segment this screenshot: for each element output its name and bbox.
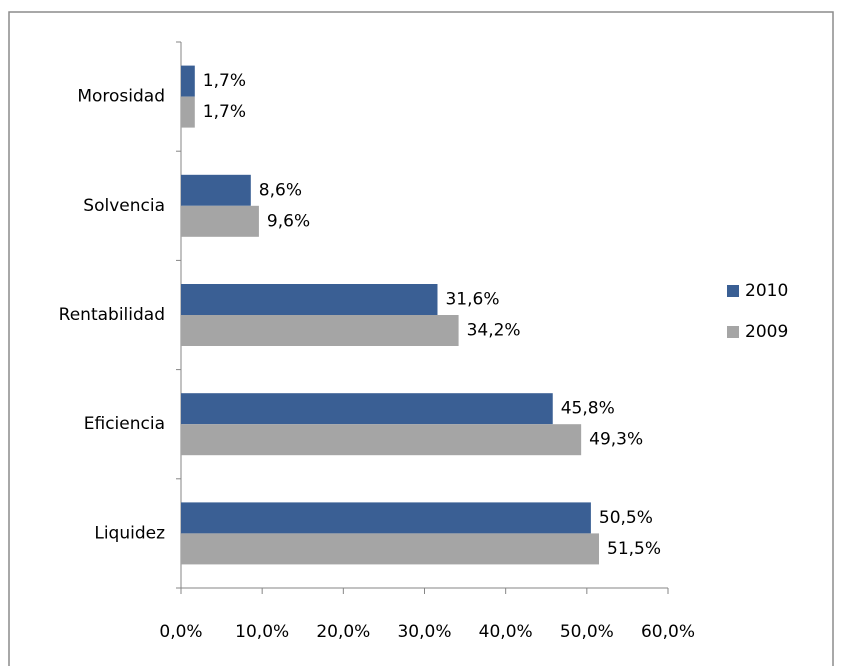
- bar: [181, 424, 582, 456]
- bar: [181, 284, 438, 315]
- value-label: 34,2%: [467, 321, 521, 341]
- y-tick-label: Morosidad: [77, 87, 165, 107]
- x-tick-label: 30,0%: [397, 622, 451, 642]
- y-tick-label: Liquidez: [94, 523, 165, 543]
- x-tick-label: 10,0%: [235, 622, 289, 642]
- bar: [181, 96, 195, 128]
- x-tick-label: 60,0%: [641, 622, 695, 642]
- y-tick-label: Solvencia: [83, 196, 165, 216]
- bar: [181, 205, 259, 237]
- legend-swatch: [727, 285, 739, 297]
- bar: [181, 533, 600, 565]
- legend-label: 2009: [745, 322, 788, 342]
- bar: [181, 174, 251, 206]
- x-tick-label: 0,0%: [159, 622, 202, 642]
- value-label: 8,6%: [259, 180, 302, 200]
- x-tick-label: 50,0%: [560, 622, 614, 642]
- legend-label: 2010: [745, 281, 788, 301]
- y-tick-label: Eficiencia: [84, 414, 165, 434]
- value-label: 1,7%: [203, 71, 246, 91]
- value-label: 31,6%: [445, 290, 499, 310]
- value-label: 1,7%: [203, 102, 246, 122]
- value-label: 49,3%: [589, 430, 643, 450]
- x-tick-label: 20,0%: [316, 622, 370, 642]
- value-label: 45,8%: [561, 399, 615, 419]
- bar: [181, 65, 195, 97]
- bar: [181, 393, 553, 425]
- x-tick-label: 40,0%: [479, 622, 533, 642]
- y-tick-label: Rentabilidad: [59, 305, 165, 325]
- legend-swatch: [727, 326, 739, 338]
- value-label: 51,5%: [607, 539, 661, 559]
- bar: [181, 315, 459, 346]
- value-label: 9,6%: [267, 211, 310, 231]
- value-label: 50,5%: [599, 508, 653, 528]
- bar: [181, 502, 591, 534]
